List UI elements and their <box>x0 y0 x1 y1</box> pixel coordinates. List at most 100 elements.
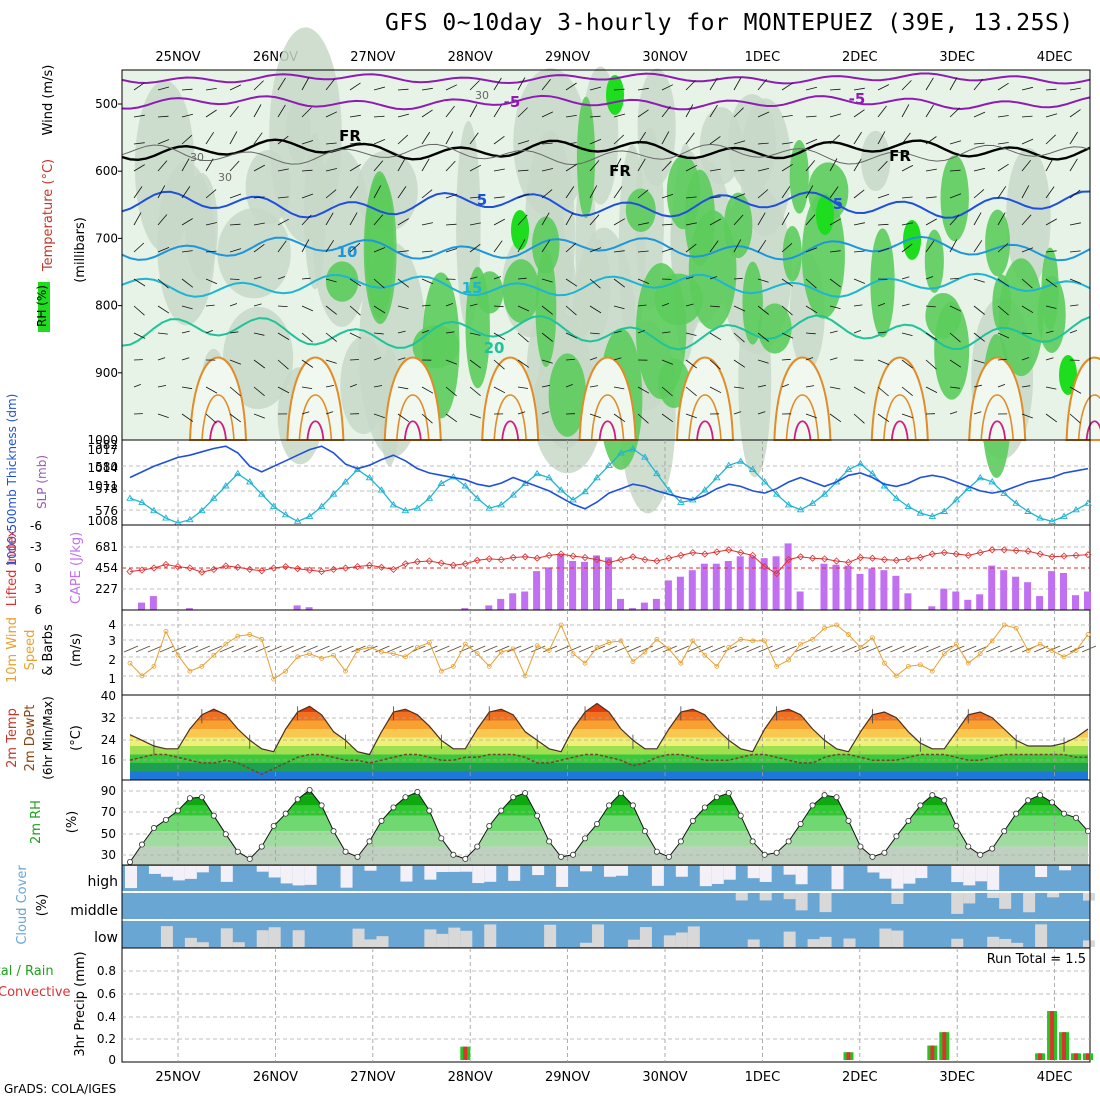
li-marker <box>377 563 386 571</box>
wind-barb <box>805 305 818 314</box>
cloud-low-bar <box>747 939 760 947</box>
cloud-high-bar <box>699 866 712 887</box>
wind-barb <box>973 384 982 388</box>
rh2m-marker <box>534 812 541 819</box>
wind-barb <box>949 332 961 343</box>
wind-barb <box>517 107 528 118</box>
wind-barb <box>181 413 194 422</box>
wind-barb <box>949 278 959 280</box>
rh2m-tick-label: 30 <box>101 848 116 862</box>
wind-barb <box>133 164 145 172</box>
contour-label: 10 <box>337 243 358 261</box>
wind-barb <box>781 82 793 91</box>
wind10m-barb <box>159 645 175 653</box>
rh2m-marker <box>318 802 325 809</box>
li-marker <box>246 565 254 573</box>
cloud-low-bar <box>160 926 173 947</box>
wind-barb <box>565 278 578 287</box>
rh-color-band <box>130 790 1088 796</box>
wind-barb <box>637 131 646 145</box>
wind-barb <box>997 142 1009 145</box>
wind10m-barb <box>997 645 1013 653</box>
wind-barb <box>373 214 384 226</box>
wind-barb <box>421 278 434 285</box>
slp-marker <box>964 484 973 491</box>
cape-bar <box>832 564 840 610</box>
wind-barb <box>829 113 842 118</box>
rh2m-marker <box>713 794 720 801</box>
cloud-low-bar <box>268 927 281 947</box>
thickness-tick-label: 576 <box>95 504 118 518</box>
wind-barb <box>277 196 289 199</box>
cape-bar <box>509 593 517 610</box>
cloud-high-bar <box>184 866 197 879</box>
wind-barb <box>1045 386 1057 390</box>
wind-barb <box>661 413 674 423</box>
cloud-low-bar <box>891 930 904 947</box>
wind-barb <box>1069 250 1081 253</box>
wind-barb <box>565 305 577 316</box>
wind-barb <box>541 332 553 342</box>
rh2m-marker <box>162 816 169 823</box>
wind-barb <box>757 212 766 226</box>
wind-barb <box>781 212 790 226</box>
cloud-high-bar <box>903 866 916 884</box>
wind-barb <box>709 332 722 341</box>
rh2m-marker <box>1061 810 1068 817</box>
wind-barb <box>757 168 769 172</box>
wind-barb <box>589 115 601 118</box>
wind10m-marker <box>534 643 540 649</box>
ylabel-2m-temp: 2m Temp <box>5 708 20 768</box>
wind-barb <box>1021 138 1034 145</box>
boundary-layer-warm-contour-inner <box>688 394 722 441</box>
wind-barb <box>637 158 646 172</box>
wind10m-barb <box>327 645 342 653</box>
cloud-low-bar <box>256 930 269 947</box>
wind-barb <box>493 104 502 118</box>
wind-barb <box>901 276 910 280</box>
rh2m-marker <box>665 853 672 860</box>
wind-barb <box>925 77 934 91</box>
cape-bar <box>545 567 553 610</box>
wind-barb <box>133 305 145 316</box>
cloud-low-bar <box>184 937 197 947</box>
wind-barb <box>445 105 455 118</box>
wind-barb <box>1045 218 1057 226</box>
wind-barb <box>445 303 454 307</box>
wind10m-barb <box>890 645 905 653</box>
wind-barb <box>517 77 526 91</box>
li-marker <box>940 549 948 557</box>
wind-barb <box>1069 278 1082 284</box>
wind-barb <box>853 131 862 145</box>
wind-barb <box>349 384 357 388</box>
wind-barb <box>709 305 720 308</box>
slp-marker <box>150 506 158 514</box>
wind-barb <box>1021 357 1030 361</box>
slp-marker <box>138 498 146 505</box>
cloud-high-bar <box>723 866 736 880</box>
wind-barb <box>973 111 986 118</box>
boundary-layer-hot-contour <box>598 420 617 441</box>
wind10m-barb <box>495 645 510 653</box>
wind-barb <box>973 240 983 253</box>
wind10m-marker <box>379 649 384 655</box>
wind-barb <box>397 278 410 288</box>
wind-barb <box>757 359 769 364</box>
rh-color-band <box>130 831 1088 847</box>
slp-marker <box>1060 512 1068 519</box>
boundary-layer-hot-contour <box>1085 420 1100 441</box>
precip-tick-label: 0.6 <box>97 987 116 1001</box>
rh-green-area <box>465 266 490 389</box>
cloud-high-bar <box>448 866 461 872</box>
rh2m-marker <box>354 853 361 860</box>
li-marker <box>952 550 960 558</box>
wind-barb <box>685 303 694 307</box>
wind-barb <box>493 240 503 253</box>
wind10m-marker <box>127 660 133 666</box>
li-tick-label: 0 <box>34 561 42 575</box>
wind-barb <box>517 386 529 389</box>
boundary-layer-warm-contour-inner <box>590 394 625 441</box>
wind-barb <box>709 218 721 226</box>
cloud-high-bar <box>400 866 413 882</box>
wind10m-marker <box>570 651 576 657</box>
